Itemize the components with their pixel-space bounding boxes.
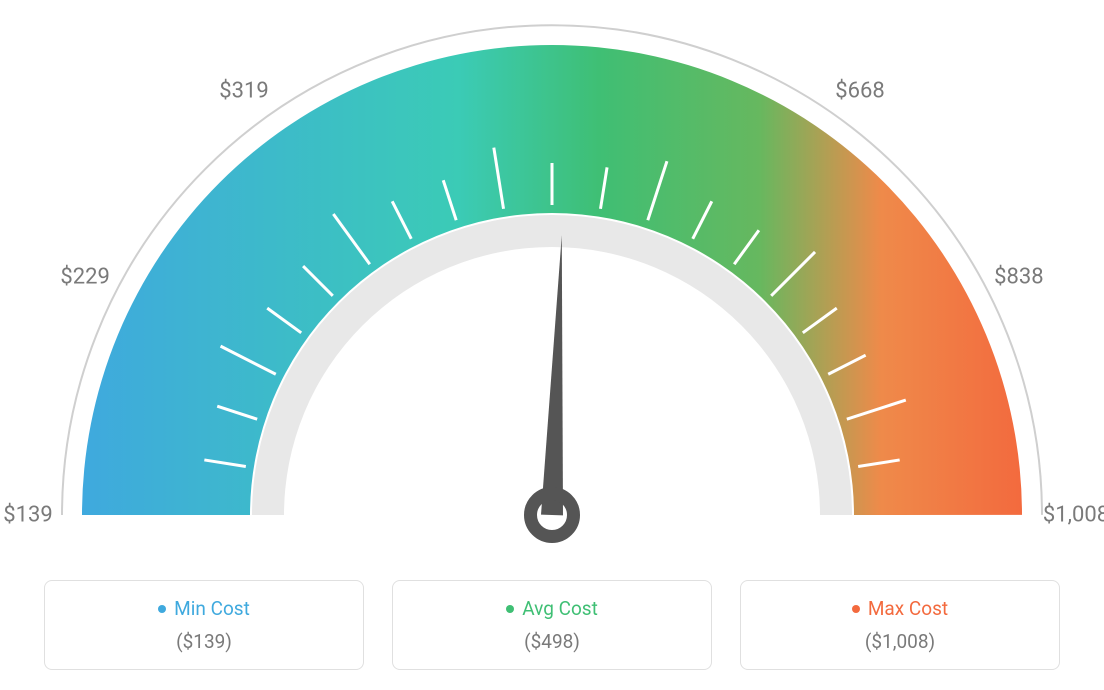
legend-min-card: Min Cost ($139) — [44, 580, 364, 670]
gauge-tick-label: $139 — [3, 503, 52, 528]
legend-avg-label: Avg Cost — [522, 597, 598, 620]
legend-avg-card: Avg Cost ($498) — [392, 580, 712, 670]
gauge-tick-label: $319 — [219, 79, 268, 104]
legend-max-card: Max Cost ($1,008) — [740, 580, 1060, 670]
gauge-tick-label: $1,008 — [1043, 503, 1104, 528]
legend-max-title: Max Cost — [852, 597, 948, 620]
legend-min-label: Min Cost — [174, 597, 250, 620]
legend-max-value: ($1,008) — [761, 630, 1039, 653]
legend-min-value: ($139) — [65, 630, 343, 653]
gauge-svg — [0, 0, 1104, 560]
legend-max-label: Max Cost — [868, 597, 948, 620]
legend-min-title: Min Cost — [158, 597, 250, 620]
gauge-tick-label: $229 — [60, 265, 109, 290]
legend-avg-title: Avg Cost — [506, 597, 598, 620]
legend-max-dot — [852, 605, 860, 613]
legend-row: Min Cost ($139) Avg Cost ($498) Max Cost… — [0, 580, 1104, 670]
legend-min-dot — [158, 605, 166, 613]
gauge-chart: $139 $229 $319 $498 $668 $838 $1,008 — [0, 0, 1104, 560]
gauge-tick-label: $838 — [994, 265, 1043, 290]
legend-avg-value: ($498) — [413, 630, 691, 653]
gauge-tick-label: $668 — [835, 79, 884, 104]
gauge-tick-label: $498 — [527, 0, 576, 4]
legend-avg-dot — [506, 605, 514, 613]
